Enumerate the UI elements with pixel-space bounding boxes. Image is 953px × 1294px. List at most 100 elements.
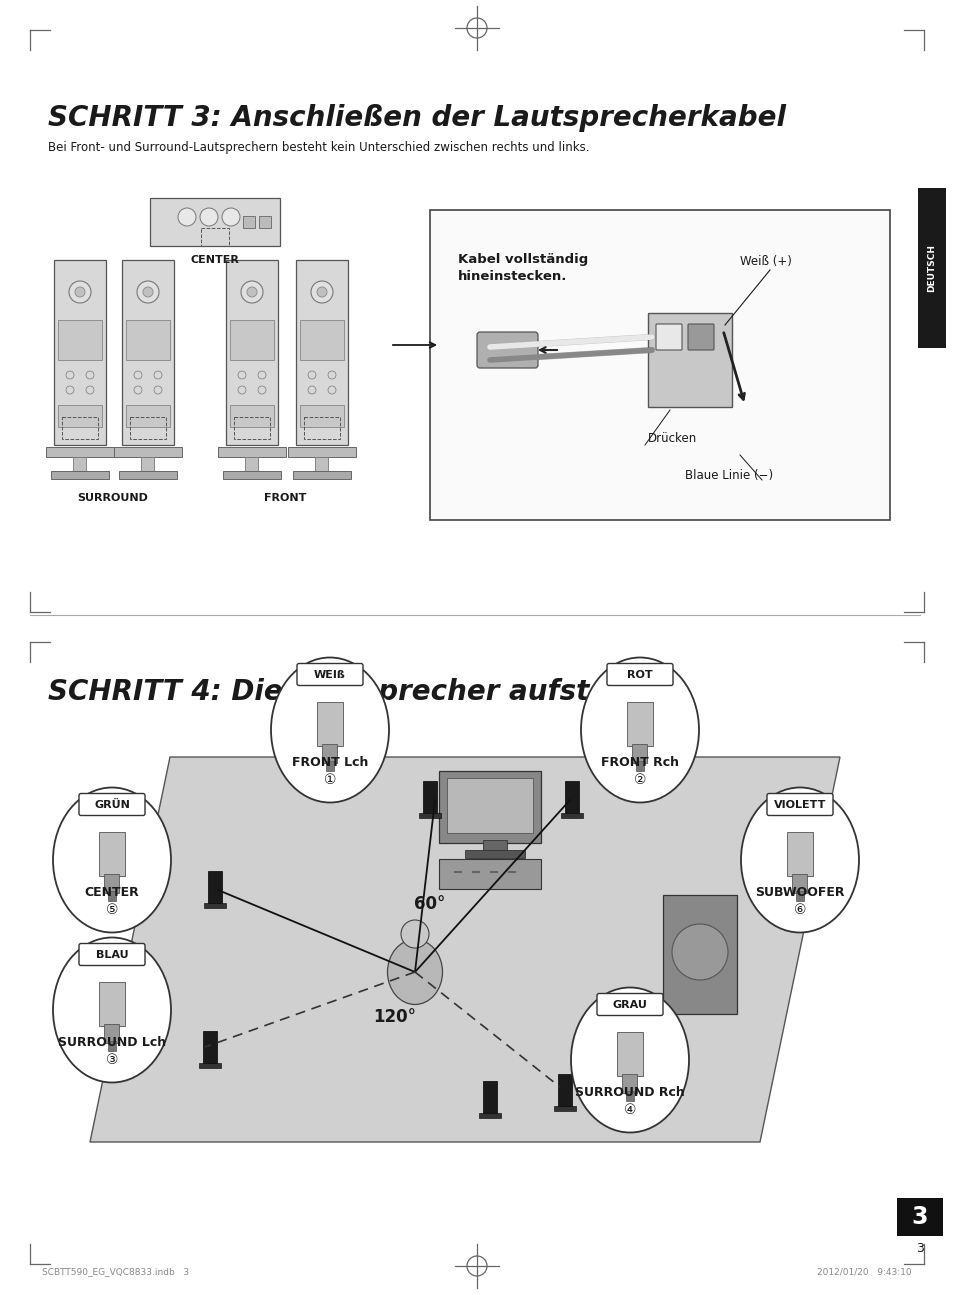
FancyBboxPatch shape <box>622 1074 637 1093</box>
FancyBboxPatch shape <box>58 320 102 360</box>
Circle shape <box>316 287 327 298</box>
FancyBboxPatch shape <box>258 216 271 228</box>
Text: SCBTT590_EG_VQC8833.indb   3: SCBTT590_EG_VQC8833.indb 3 <box>42 1268 189 1276</box>
Text: 3: 3 <box>915 1241 923 1254</box>
FancyBboxPatch shape <box>203 1031 216 1062</box>
FancyBboxPatch shape <box>198 1062 221 1068</box>
FancyBboxPatch shape <box>126 405 170 427</box>
Text: SUBWOOFER: SUBWOOFER <box>755 886 843 899</box>
Text: ④: ④ <box>623 1104 636 1118</box>
Circle shape <box>222 208 240 226</box>
FancyBboxPatch shape <box>208 871 222 903</box>
Text: Drücken: Drücken <box>647 431 697 445</box>
FancyBboxPatch shape <box>476 333 537 367</box>
FancyBboxPatch shape <box>295 260 348 445</box>
FancyBboxPatch shape <box>896 1198 942 1236</box>
FancyBboxPatch shape <box>322 744 337 763</box>
Text: GRAU: GRAU <box>612 999 647 1009</box>
Circle shape <box>143 287 152 298</box>
Text: ②: ② <box>633 774 645 788</box>
FancyBboxPatch shape <box>766 793 832 815</box>
Text: FRONT: FRONT <box>264 493 306 503</box>
FancyBboxPatch shape <box>564 782 578 813</box>
Text: SCHRITT 3: Anschließen der Lautsprecherkabel: SCHRITT 3: Anschließen der Lautsprecherk… <box>48 104 785 132</box>
FancyBboxPatch shape <box>79 943 145 965</box>
FancyBboxPatch shape <box>636 761 643 770</box>
FancyBboxPatch shape <box>299 320 344 360</box>
FancyBboxPatch shape <box>315 457 328 471</box>
Text: Bei Front- und Surround-Lautsprechern besteht kein Unterschied zwischen rechts u: Bei Front- und Surround-Lautsprechern be… <box>48 141 589 154</box>
FancyBboxPatch shape <box>126 320 170 360</box>
FancyBboxPatch shape <box>204 903 226 908</box>
FancyBboxPatch shape <box>108 890 116 901</box>
Text: 2012/01/20   9:43:10: 2012/01/20 9:43:10 <box>817 1268 911 1276</box>
Text: 3: 3 <box>911 1205 927 1229</box>
FancyBboxPatch shape <box>554 1106 576 1112</box>
Circle shape <box>400 920 429 949</box>
FancyBboxPatch shape <box>79 793 145 815</box>
Circle shape <box>137 281 159 303</box>
FancyBboxPatch shape <box>294 471 351 479</box>
Ellipse shape <box>580 657 699 802</box>
Text: DEUTSCH: DEUTSCH <box>926 245 936 292</box>
Circle shape <box>241 281 263 303</box>
FancyBboxPatch shape <box>58 405 102 427</box>
FancyBboxPatch shape <box>447 778 533 833</box>
FancyBboxPatch shape <box>632 744 647 763</box>
FancyBboxPatch shape <box>786 832 812 876</box>
FancyBboxPatch shape <box>105 1024 119 1043</box>
FancyBboxPatch shape <box>597 994 662 1016</box>
Text: WEIß: WEIß <box>314 669 346 679</box>
FancyBboxPatch shape <box>99 832 125 876</box>
FancyBboxPatch shape <box>430 210 889 520</box>
Text: CENTER: CENTER <box>191 255 239 265</box>
FancyBboxPatch shape <box>108 1040 116 1051</box>
FancyBboxPatch shape <box>422 782 436 813</box>
FancyBboxPatch shape <box>558 1074 572 1106</box>
Circle shape <box>671 924 727 980</box>
FancyBboxPatch shape <box>230 405 274 427</box>
Text: ③: ③ <box>106 1053 118 1068</box>
FancyBboxPatch shape <box>917 188 945 348</box>
FancyBboxPatch shape <box>326 761 334 770</box>
FancyBboxPatch shape <box>662 895 737 1014</box>
FancyBboxPatch shape <box>656 324 681 349</box>
FancyBboxPatch shape <box>482 1080 497 1113</box>
FancyBboxPatch shape <box>226 260 277 445</box>
Text: GRÜN: GRÜN <box>94 800 130 810</box>
Text: FRONT Rch: FRONT Rch <box>600 756 679 769</box>
Text: VIOLETT: VIOLETT <box>773 800 825 810</box>
Text: SURROUND Lch: SURROUND Lch <box>58 1036 166 1049</box>
FancyBboxPatch shape <box>606 664 672 686</box>
FancyBboxPatch shape <box>438 771 540 842</box>
FancyBboxPatch shape <box>243 216 254 228</box>
FancyBboxPatch shape <box>114 446 182 457</box>
Ellipse shape <box>740 788 858 933</box>
FancyBboxPatch shape <box>687 324 713 349</box>
Text: ⑤: ⑤ <box>106 903 118 917</box>
Ellipse shape <box>571 987 688 1132</box>
FancyBboxPatch shape <box>230 320 274 360</box>
FancyBboxPatch shape <box>647 313 731 408</box>
FancyBboxPatch shape <box>296 664 363 686</box>
FancyBboxPatch shape <box>73 457 87 471</box>
Circle shape <box>69 281 91 303</box>
Polygon shape <box>90 757 840 1143</box>
FancyBboxPatch shape <box>464 850 524 858</box>
Text: 60°: 60° <box>414 895 445 914</box>
Ellipse shape <box>53 788 171 933</box>
Text: FRONT Lch: FRONT Lch <box>292 756 368 769</box>
Text: Weiß (+): Weiß (+) <box>740 255 791 268</box>
Ellipse shape <box>53 937 171 1083</box>
Text: SCHRITT 4: Die Lautsprecher aufstellen: SCHRITT 4: Die Lautsprecher aufstellen <box>48 678 665 707</box>
FancyBboxPatch shape <box>223 471 280 479</box>
FancyBboxPatch shape <box>119 471 176 479</box>
FancyBboxPatch shape <box>438 859 540 889</box>
Circle shape <box>247 287 256 298</box>
FancyBboxPatch shape <box>150 198 280 246</box>
Text: ①: ① <box>323 774 335 788</box>
FancyBboxPatch shape <box>299 405 344 427</box>
Text: ⑥: ⑥ <box>793 903 805 917</box>
Text: SURROUND: SURROUND <box>77 493 149 503</box>
Circle shape <box>311 281 333 303</box>
